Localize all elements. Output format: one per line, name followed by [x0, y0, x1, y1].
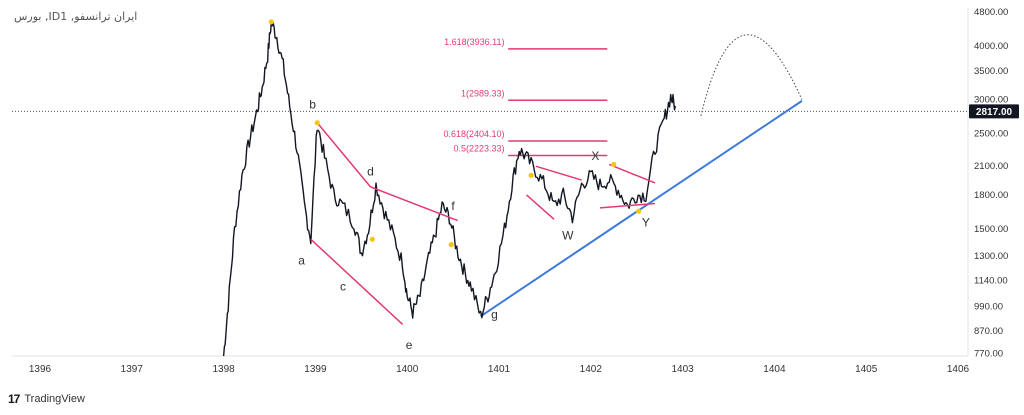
wave-label: c: [340, 279, 346, 293]
wave-label: a: [298, 254, 305, 268]
pivot-marker: [635, 208, 642, 214]
wave-label: b: [309, 98, 316, 112]
x-tick-label: 1404: [763, 364, 786, 375]
pivot-marker: [448, 242, 454, 248]
x-tick-label: 1397: [121, 364, 144, 375]
wave-line: [526, 194, 555, 220]
tradingview-logo-icon: 17: [8, 392, 20, 406]
y-tick-label: 2100.00: [974, 161, 1008, 172]
x-tick-label: 1406: [947, 364, 970, 375]
pivot-marker: [369, 236, 375, 242]
y-tick-label: 4000.00: [974, 41, 1008, 52]
wave-line: [599, 202, 656, 209]
x-tick-label: 1399: [304, 364, 327, 375]
brand-name: TradingView: [24, 393, 85, 405]
y-tick-label: 990.00: [974, 302, 1003, 313]
x-tick-label: 1398: [212, 364, 235, 375]
y-tick-label: 1800.00: [974, 190, 1008, 201]
y-tick-label: 1500.00: [974, 224, 1008, 235]
y-tick-label: 2500.00: [974, 129, 1008, 140]
y-tick-label: 870.00: [974, 326, 1003, 337]
x-tick-label: 1400: [396, 364, 419, 375]
wave-label: g: [491, 307, 498, 321]
y-tick-label: 3000.00: [974, 95, 1008, 106]
pivot-marker: [268, 19, 274, 25]
wave-line: [535, 165, 582, 181]
wave-label: W: [562, 228, 574, 242]
trendline: [480, 100, 803, 318]
wave-line: [310, 238, 404, 325]
tradingview-brand: 17 TradingView: [8, 392, 85, 406]
wave-label: Y: [642, 216, 650, 230]
pivot-marker: [528, 172, 534, 178]
y-tick-label: 1300.00: [974, 251, 1008, 262]
pivot-marker: [314, 120, 320, 126]
fib-level-label: 1.618(3936.11): [444, 37, 504, 47]
wave-label: d: [367, 164, 374, 178]
y-tick-label: 4800.00: [974, 7, 1008, 18]
current-price-value: 2817.00: [976, 107, 1013, 118]
y-tick-label: 1140.00: [974, 275, 1008, 286]
wave-line: [370, 186, 458, 222]
fib-level-label: 0.5(2223.33): [453, 144, 504, 154]
fib-level-label: 0.618(2404.10): [443, 129, 504, 139]
x-tick-label: 1405: [855, 364, 878, 375]
projection-path: [700, 34, 803, 116]
x-tick-label: 1403: [671, 364, 694, 375]
wave-label: X: [591, 149, 599, 163]
y-tick-label: 3500.00: [974, 66, 1008, 77]
pivot-marker: [611, 161, 617, 168]
y-tick-label: 770.00: [974, 349, 1003, 360]
price-series-line: [222, 19, 676, 357]
wave-label: e: [406, 338, 413, 352]
symbol-label: بورس ,IDایران ترانسفو, 1: [14, 10, 138, 23]
x-tick-label: 1401: [488, 364, 511, 375]
wave-label: f: [451, 199, 455, 213]
x-tick-label: 1402: [580, 364, 603, 375]
fib-level-label: 1(2989.33): [461, 88, 505, 98]
wave-line: [608, 163, 656, 184]
wave-line: [316, 122, 372, 188]
current-price-badge: [969, 104, 1019, 119]
x-tick-label: 1396: [29, 364, 52, 375]
